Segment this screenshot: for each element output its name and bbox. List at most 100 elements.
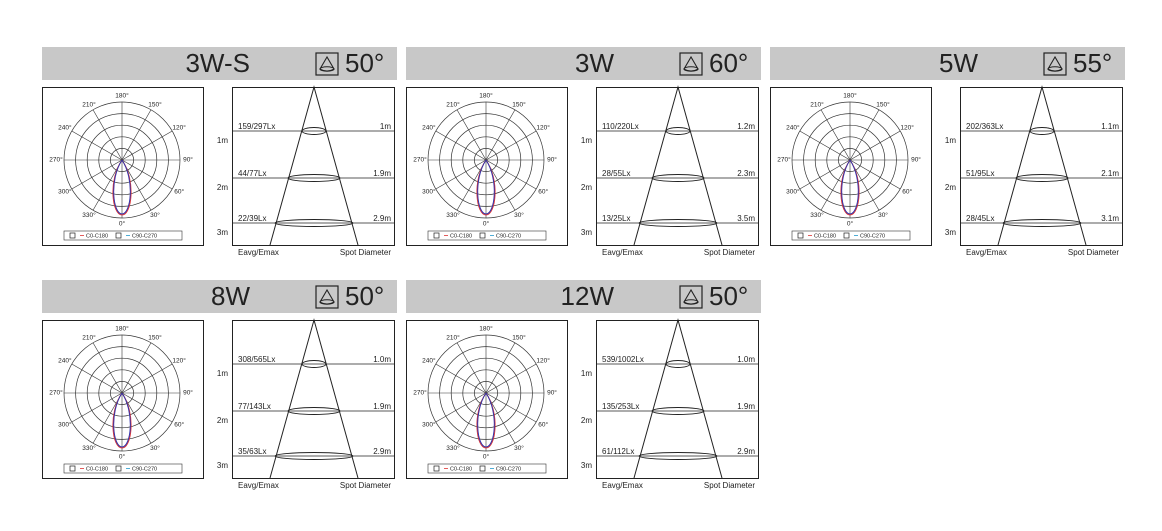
panel: 5W 55° 180° 150° 120° 90° 60° 30° 0° 330° 300° 270°… (770, 47, 1125, 257)
beam-angle: 50° (345, 48, 384, 78)
polar-label: 330° (446, 211, 460, 219)
icon-frame (679, 285, 703, 309)
polar-label: 60° (174, 421, 184, 429)
polar-spoke (435, 159, 487, 190)
lux-label: 44/77Lx (238, 169, 266, 178)
distance-label: 2m (581, 183, 592, 192)
footer-left: Eavg/Emax (602, 248, 643, 257)
polar-label: 30° (514, 444, 524, 452)
polar-label: 300° (422, 188, 436, 196)
legend-box (427, 230, 547, 241)
spot-ellipse (274, 219, 354, 227)
polar-label: 0° (847, 220, 854, 228)
polar-spoke (485, 130, 537, 161)
panel: 3W-S 50° 180° 150° 120° 90° 60° 30° 0° 330° 300° 27… (42, 47, 397, 257)
polar-label: 150° (148, 333, 162, 341)
polar-label: 60° (538, 188, 548, 196)
polar-label: 180° (115, 92, 129, 100)
lux-label: 28/55Lx (602, 169, 630, 178)
polar-label: 270° (49, 156, 63, 164)
polar-label: 60° (902, 188, 912, 196)
polar-spoke (456, 109, 487, 161)
lux-label: 35/63Lx (238, 447, 266, 456)
lux-label: 51/95Lx (966, 169, 994, 178)
polar-spoke (121, 342, 152, 394)
polar-label: 30° (878, 211, 888, 219)
beam-angle: 50° (345, 281, 384, 311)
spot-ellipse (301, 360, 327, 368)
legend-swatch (843, 232, 850, 239)
lux-label: 61/112Lx (602, 447, 634, 456)
icon-frame (315, 285, 339, 309)
spot-ellipse (1015, 174, 1069, 182)
polar-label: 330° (82, 444, 96, 452)
polar-label: 180° (479, 92, 493, 100)
polar-spoke (71, 159, 123, 190)
icon-base (319, 66, 335, 72)
polar-label: 90° (183, 156, 193, 164)
polar-label: 210° (446, 100, 460, 108)
polar-spoke (121, 130, 173, 161)
polar-label: 240° (422, 357, 436, 365)
legend-label: C90-C270 (132, 466, 157, 472)
cone-lines (633, 85, 723, 246)
cone-lines (997, 85, 1087, 246)
polar-label: 300° (786, 188, 800, 196)
legend-box (791, 230, 911, 241)
polar-label: 330° (446, 444, 460, 452)
polar-label: 120° (536, 124, 550, 132)
distance-label: 2m (581, 416, 592, 425)
lux-label: 308/565Lx (238, 355, 275, 364)
legend-label: C0-C180 (814, 233, 836, 239)
polar-label: 90° (547, 156, 557, 164)
polar-label: 270° (413, 156, 427, 164)
diameter-label: 2.9m (373, 447, 391, 456)
polar-label: 120° (172, 357, 186, 365)
polar-spoke (121, 392, 173, 423)
icon-base (683, 299, 699, 305)
polar-label: 150° (876, 100, 890, 108)
polar-label: 210° (810, 100, 824, 108)
polar-label: 0° (119, 220, 126, 228)
legend-label: C90-C270 (860, 233, 885, 239)
spot-ellipse (1029, 127, 1055, 135)
beam-icon (679, 52, 703, 76)
footer-right: Spot Diameter (1068, 248, 1119, 257)
polar-spoke (71, 392, 123, 423)
polar-spoke (71, 363, 123, 394)
polar-spoke (435, 363, 487, 394)
footer-right: Spot Diameter (704, 248, 755, 257)
polar-spoke (485, 342, 516, 394)
legend-label: C90-C270 (496, 233, 521, 239)
lobe-c90 (113, 392, 131, 448)
polar-label: 90° (911, 156, 921, 164)
polar-spoke (456, 342, 487, 394)
polar-label: 60° (538, 421, 548, 429)
footer-left: Eavg/Emax (602, 481, 643, 490)
icon-base (683, 66, 699, 72)
distance-label: 1m (581, 136, 592, 145)
diameter-label: 1.0m (373, 355, 391, 364)
polar-label: 150° (148, 100, 162, 108)
icon-frame (315, 52, 339, 76)
legend-swatch (433, 465, 440, 472)
diameter-label: 1.9m (373, 169, 391, 178)
distance-label: 1m (217, 136, 228, 145)
polar-label: 300° (58, 188, 72, 196)
spot-ellipse (1002, 219, 1082, 227)
legend-label: C90-C270 (132, 233, 157, 239)
distance-label: 3m (217, 228, 228, 237)
panel: 12W 50° 180° 150° 120° 90° 60° 30° 0° 330° 300° 270… (406, 280, 761, 490)
legend-box (427, 463, 547, 474)
lux-label: 202/363Lx (966, 122, 1003, 131)
icon-base (1047, 66, 1063, 72)
beam-icon (315, 285, 339, 309)
polar-spoke (485, 392, 537, 423)
beam-angle: 50° (709, 281, 748, 311)
spot-ellipse (274, 452, 354, 460)
polar-label: 180° (843, 92, 857, 100)
polar-label: 270° (49, 389, 63, 397)
lux-label: 28/45Lx (966, 214, 994, 223)
legend-swatch (797, 232, 804, 239)
